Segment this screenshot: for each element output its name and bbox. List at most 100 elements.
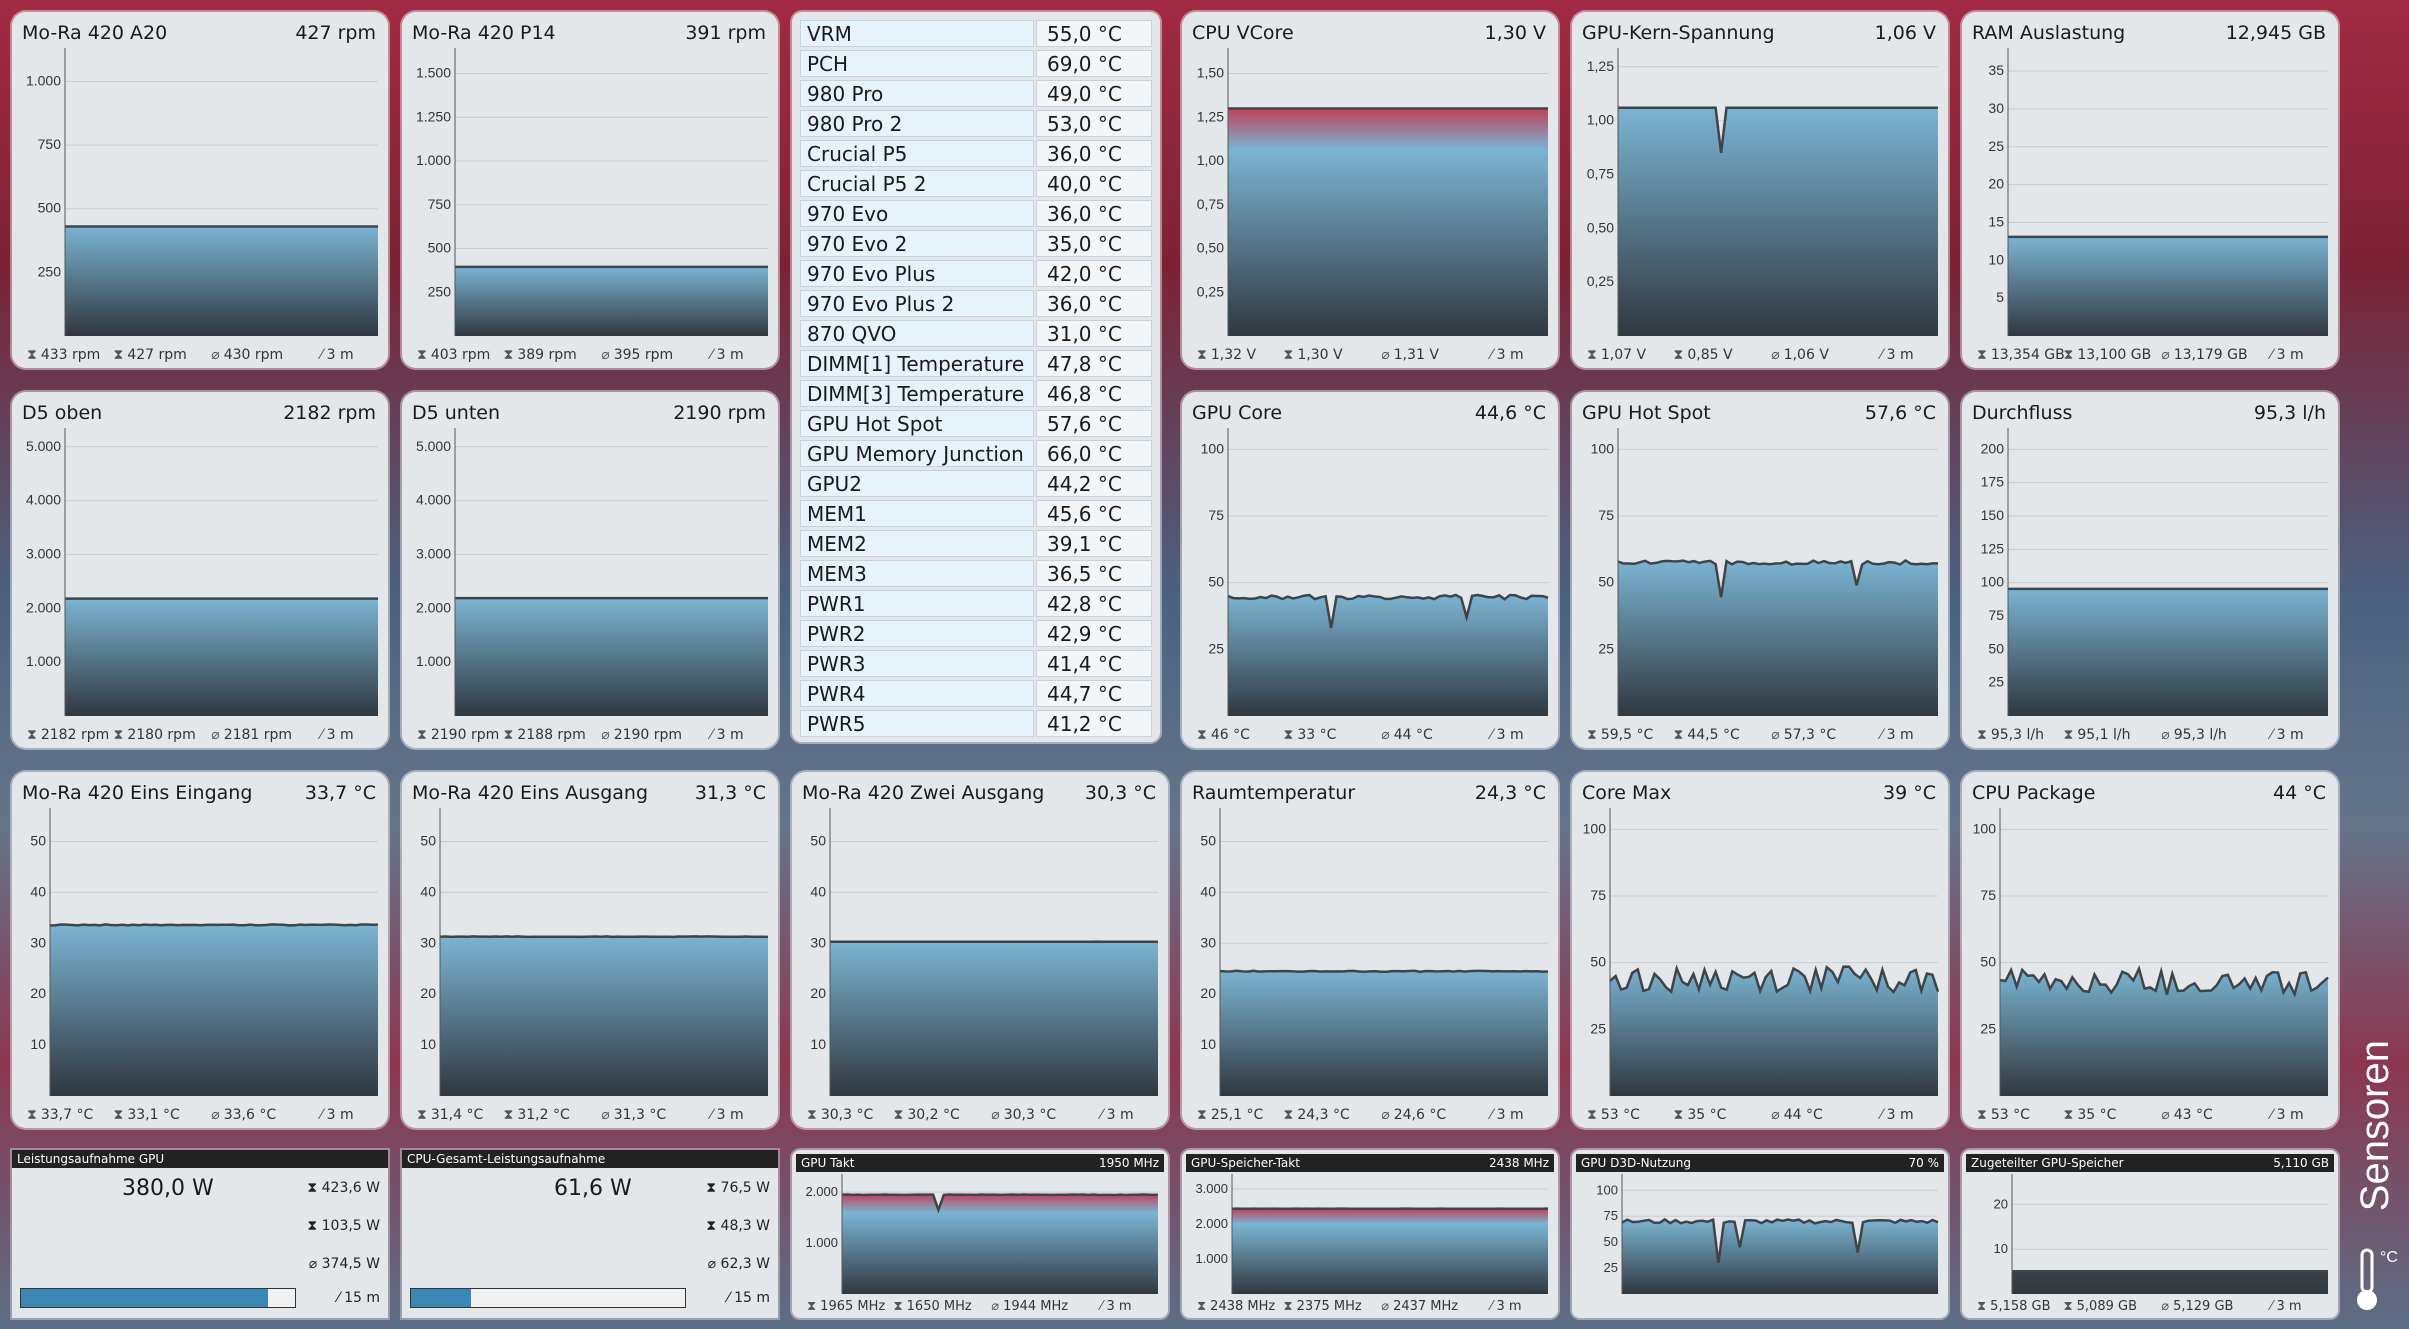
footer-min-value: 53 °C	[1600, 1107, 1640, 1123]
sensor-chart: 100 75 50 25	[1591, 428, 1938, 716]
average-icon: ⌀	[1771, 347, 1780, 363]
sensor-tile[interactable]: Mo-Ra 420 A20 427 rpm 1.000 750 500 250 ⧗ 433 r…	[12, 12, 388, 368]
temp-table-row: DIMM[1] Temperature 47,8 °C	[800, 350, 1152, 378]
tile-value: 24,3 °C	[1474, 782, 1546, 804]
sensor-tile[interactable]: Durchfluss 95,3 l/h 200 175 150 125 100 75 50 25 ⧗…	[1962, 392, 2338, 748]
y-tick-label: 500	[38, 200, 62, 216]
footer-min-value: 31,4 °C	[430, 1107, 484, 1123]
footer-min: ⧗ 5,158 GB	[1977, 1299, 2050, 1314]
y-tick-label: 0,50	[1587, 219, 1614, 235]
y-tick-label: 1.000	[805, 1235, 838, 1250]
power-tile[interactable]: CPU-Gesamt-Leistungsaufnahme 61,6 W ⧗ 76,5…	[402, 1150, 778, 1318]
footer-span-value: 3 m	[2276, 1299, 2302, 1314]
sensor-tile[interactable]: CPU VCore 1,30 V 1,50 1,25 1,00 0,75 0,50 0,25 ⧗…	[1182, 12, 1558, 368]
y-tick-label: 20	[30, 985, 46, 1001]
footer-span: ⁄ 3 m	[1880, 727, 1913, 743]
min-icon: ⧗	[417, 727, 427, 743]
average-icon: ⌀	[601, 347, 610, 363]
footer-max: ⧗ 35 °C	[1674, 1107, 1727, 1123]
series-line	[1609, 964, 1940, 996]
footer-avg-value: 1,31 V	[1393, 347, 1439, 363]
series-line	[439, 935, 769, 939]
footer-min-value: 95,3 l/h	[1990, 727, 2044, 743]
sensor-chart: 1,50 1,25 1,00 0,75 0,50 0,25	[1197, 48, 1548, 336]
temp-table-row: DIMM[3] Temperature 46,8 °C	[800, 380, 1152, 408]
tile-value: 57,6 °C	[1864, 402, 1936, 424]
footer-avg: ⌀ 31,3 °C	[601, 1107, 666, 1123]
footer-max: ⧗ 1,30 V	[1284, 347, 1343, 363]
min-icon: ⧗	[1977, 1299, 1987, 1314]
y-tick-label: 10	[30, 1036, 46, 1052]
max-icon: ⧗	[893, 1299, 903, 1314]
sensor-tile[interactable]: D5 unten 2190 rpm 5.000 4.000 3.000 2.000 1.00…	[402, 392, 778, 748]
sensor-tile[interactable]: Core Max 39 °C 100 75 50 25 ⧗ 53 °C ⧗ 35 °C ⌀ 44 °C…	[1572, 772, 1948, 1128]
footer-max-value: 2180 rpm	[127, 727, 196, 743]
sensor-value: 42,8 °C	[1036, 590, 1152, 617]
small-sensor-tile[interactable]: 20 10 Zugeteilter GPU-Speicher 5,110 GB ⧗ 5,1…	[1962, 1150, 2338, 1318]
sensor-value: 40,0 °C	[1036, 170, 1152, 197]
footer-min: ⧗ 25,1 °C	[1197, 1107, 1263, 1123]
series-area	[1228, 108, 1548, 336]
footer-avg-value: 2437 MHz	[1393, 1299, 1459, 1314]
sensor-tile[interactable]: D5 oben 2182 rpm 5.000 4.000 3.000 2.000 1.000…	[12, 392, 388, 748]
y-tick-label: 35	[1988, 62, 2004, 78]
footer-avg-value: 395 rpm	[613, 347, 674, 363]
tile-value: 5,110 GB	[2273, 1156, 2329, 1170]
sensor-name: 970 Evo Plus	[800, 260, 1034, 287]
tile-value: 2438 MHz	[1488, 1156, 1549, 1170]
sensor-tile[interactable]: GPU Hot Spot 57,6 °C 100 75 50 25 ⧗ 59,5 °C ⧗ 44,…	[1572, 392, 1948, 748]
sensor-chart: 100 75 50 25	[1583, 808, 1940, 1096]
y-tick-label: 75	[1604, 1208, 1618, 1223]
timespan-icon: ⁄	[1490, 727, 1493, 743]
sensor-tile[interactable]: Mo-Ra 420 Zwei Ausgang 30,3 °C 50 40 30 20 10 ⧗…	[792, 772, 1168, 1128]
sensor-tile[interactable]: Raumtemperatur 24,3 °C 50 40 30 20 10 ⧗ 25,1 °C ⧗…	[1182, 772, 1558, 1128]
footer-max-value: 95,1 l/h	[2077, 727, 2131, 743]
footer-max-value: 2188 rpm	[517, 727, 586, 743]
y-tick-label: 25	[1604, 1260, 1618, 1275]
footer-avg-value: 30,3 °C	[1003, 1107, 1057, 1123]
sensor-tile[interactable]: GPU-Kern-Spannung 1,06 V 1,25 1,00 0,75 0,50 0…	[1572, 12, 1948, 368]
series-area	[2008, 588, 2328, 716]
tile-title: Mo-Ra 420 P14	[412, 22, 556, 44]
sensor-name: PCH	[800, 50, 1034, 77]
footer-avg: ⌀ 2437 MHz	[1381, 1299, 1458, 1314]
tile-title: D5 unten	[412, 402, 501, 424]
sensor-tile[interactable]: Mo-Ra 420 Eins Ausgang 31,3 °C 50 40 30 20 10 ⧗…	[402, 772, 778, 1128]
sensor-value: 36,0 °C	[1036, 290, 1152, 317]
sensor-tile[interactable]: RAM Auslastung 12,945 GB 35 30 25 20 15 10 5 ⧗ 13,…	[1962, 12, 2338, 368]
sensor-value: 49,0 °C	[1036, 80, 1152, 107]
timespan-icon: ⁄	[727, 1290, 735, 1306]
sensor-tile[interactable]: Mo-Ra 420 Eins Eingang 33,7 °C 50 40 30 20 10 ⧗…	[12, 772, 388, 1128]
sensor-tile[interactable]: CPU Package 44 °C 100 75 50 25 ⧗ 53 °C ⧗ 35 °C ⌀ 43…	[1962, 772, 2338, 1128]
average-icon: ⌀	[601, 1107, 610, 1123]
small-sensor-tile[interactable]: 2.000 1.000 GPU Takt 1950 MHz ⧗ 1965 MHz ⧗ 1650…	[792, 1150, 1168, 1318]
y-tick-label: 200	[1981, 440, 2005, 456]
footer-span-value: 3 m	[1496, 347, 1524, 363]
footer-max: ⧗ 44,5 °C	[1674, 727, 1740, 743]
small-sensor-tile[interactable]: 100 75 50 25 GPU D3D-Nutzung 70 %	[1572, 1150, 1948, 1318]
footer-max-value: 5,089 GB	[2076, 1299, 2137, 1314]
min-icon: ⧗	[1197, 727, 1207, 743]
footer-avg-value: 1944 MHz	[1003, 1299, 1069, 1314]
y-tick-label: 100	[1583, 820, 1607, 836]
series-area	[455, 266, 768, 336]
sensor-name: 980 Pro	[800, 80, 1034, 107]
series-line	[1227, 593, 1549, 629]
tile-value: 39 °C	[1883, 782, 1936, 804]
timespan-icon: ⁄	[710, 347, 713, 363]
footer-span-value: 3 m	[716, 727, 744, 743]
footer-min: ⧗ 53 °C	[1587, 1107, 1640, 1123]
footer-max-value: 35 °C	[2077, 1107, 2117, 1123]
footer-max-value: 24,3 °C	[1297, 1107, 1350, 1123]
power-tile[interactable]: Leistungsaufnahme GPU 380,0 W ⧗ 423,6 W ⧗ 1…	[12, 1150, 388, 1318]
sensor-tile[interactable]: GPU Core 44,6 °C 100 75 50 25 ⧗ 46 °C ⧗ 33 °C ⌀ 44 …	[1182, 392, 1558, 748]
small-sensor-tile[interactable]: 3.000 2.000 1.000 GPU-Speicher-Takt 2438 MHz…	[1182, 1150, 1558, 1318]
sensor-tile[interactable]: Mo-Ra 420 P14 391 rpm 1.500 1.250 1.000 750 50…	[402, 12, 778, 368]
sensor-name: GPU2	[800, 470, 1034, 497]
footer-max: ⧗ 1650 MHz	[894, 1299, 972, 1314]
y-tick-label: 40	[810, 883, 826, 899]
timespan-icon: ⁄	[710, 1107, 713, 1123]
y-tick-label: 25	[1988, 674, 2004, 690]
tile-title: GPU-Kern-Spannung	[1582, 22, 1775, 44]
footer-max: ⧗ 427 rpm	[114, 347, 187, 363]
